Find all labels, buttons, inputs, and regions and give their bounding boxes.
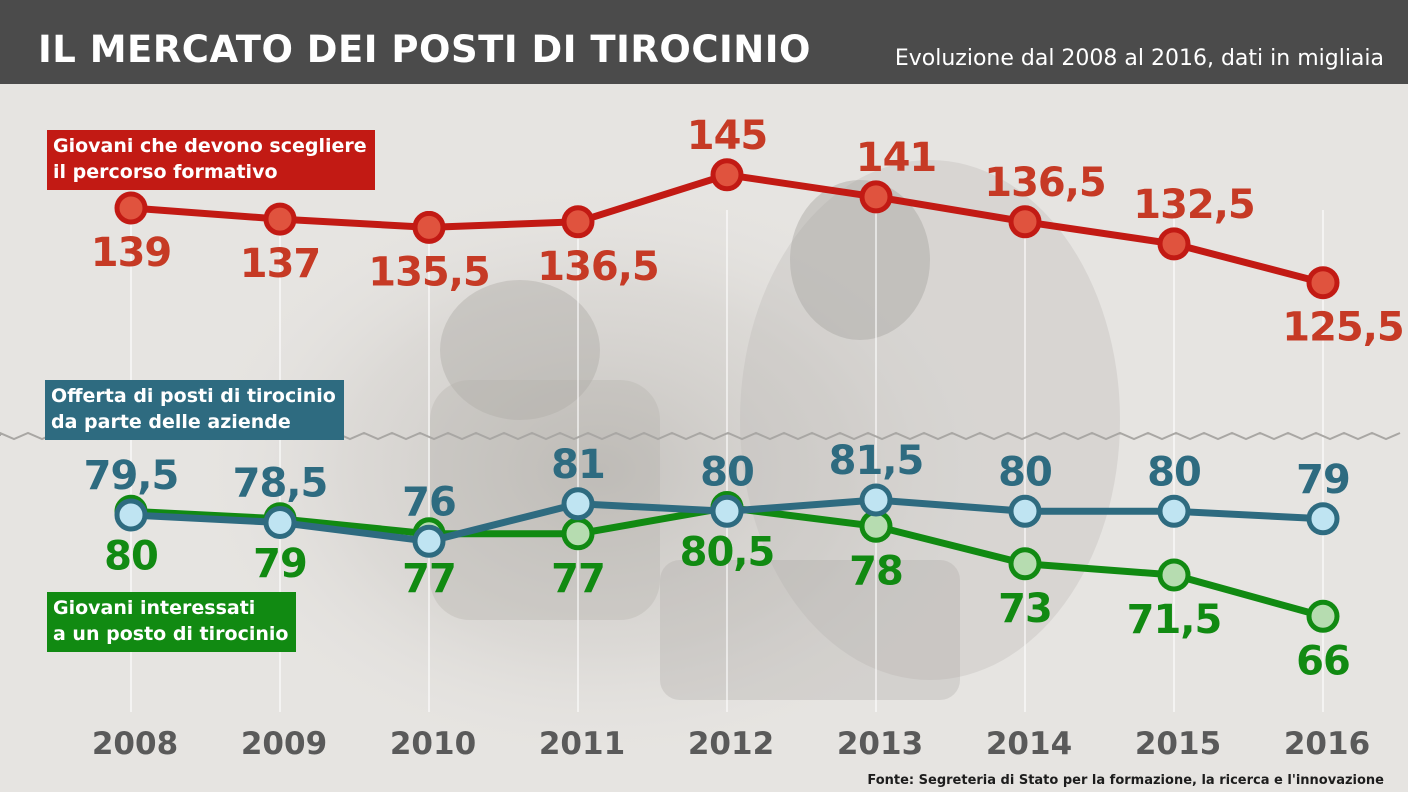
data-point-blue-2010 [412,524,446,558]
data-label-green-2009: 79 [253,541,307,587]
legend-line-2: il percorso formativo [53,161,278,183]
data-point-red-2012 [710,158,744,192]
x-tick-label-2009: 2009 [241,726,327,762]
data-point-blue-2014 [1008,494,1042,528]
legend-label-green-series: Giovani interessati a un posto di tiroci… [47,592,297,652]
data-point-blue-2009 [263,506,297,539]
legend-label-blue-series: Offerta di posti di tirocinio da parte d… [45,380,344,440]
x-tick-label-2014: 2014 [986,726,1072,762]
data-point-green-2015 [1157,558,1191,592]
data-label-green-2013: 78 [849,548,903,594]
data-point-red-2011 [561,205,595,239]
data-point-blue-2008 [114,498,148,532]
data-label-red-2010: 135,5 [368,249,490,295]
data-point-blue-2012 [710,494,744,528]
data-label-green-2015: 71,5 [1127,597,1222,643]
legend-line-1: Offerta di posti di tirocinio [51,385,336,407]
data-label-blue-2014: 80 [998,449,1052,495]
series-blue: 79,5 78,5 76 81 80 81,5 80 80 79 [84,438,1351,558]
page-title: IL MERCATO DEI POSTI DI TIROCINIO [38,28,811,71]
x-tick-label-2013: 2013 [837,726,923,762]
data-label-blue-2013: 81,5 [829,438,924,484]
data-label-blue-2011: 81 [551,442,605,488]
legend-line-1: Giovani interessati [53,597,256,619]
data-label-red-2009: 137 [240,241,321,287]
source-note: Fonte: Segreteria di Stato per la formaz… [867,773,1384,788]
data-label-green-2012: 80,5 [680,530,775,576]
data-point-blue-2015 [1157,494,1191,528]
data-label-green-2008: 80 [104,533,158,579]
legend-line-2: da parte delle aziende [51,411,291,433]
data-label-green-2014: 73 [998,586,1052,632]
data-point-green-2016 [1306,599,1340,633]
data-point-red-2009 [263,202,297,236]
x-tick-label-2011: 2011 [539,726,625,762]
data-point-red-2016 [1306,266,1340,300]
data-point-red-2014 [1008,205,1042,239]
data-label-blue-2016: 79 [1296,457,1350,503]
data-point-red-2015 [1157,227,1191,261]
x-tick-label-2010: 2010 [390,726,476,762]
data-label-blue-2010: 76 [402,479,456,525]
data-label-red-2013: 141 [856,135,937,181]
data-point-red-2013 [859,180,893,214]
data-label-green-2011: 77 [551,556,605,602]
data-label-blue-2012: 80 [700,449,754,495]
data-label-red-2012: 145 [687,113,768,159]
legend-label-red-series: Giovani che devono scegliere il percorso… [47,130,375,190]
header-bar: IL MERCATO DEI POSTI DI TIROCINIO Evoluz… [0,0,1408,84]
data-point-green-2011 [561,517,595,551]
data-point-blue-2011 [561,487,595,521]
x-tick-label-2015: 2015 [1135,726,1221,762]
data-label-blue-2015: 80 [1147,449,1201,495]
data-point-blue-2013 [859,483,893,517]
data-label-red-2011: 136,5 [537,244,659,290]
data-point-red-2008 [114,191,148,225]
data-label-red-2016: 125,5 [1282,305,1404,351]
x-tick-label-2008: 2008 [92,726,178,762]
x-tick-label-2012: 2012 [688,726,774,762]
x-tick-label-2016: 2016 [1284,726,1370,762]
data-label-green-2016: 66 [1296,638,1350,684]
data-point-green-2014 [1008,547,1042,581]
data-label-blue-2008: 79,5 [84,453,179,499]
legend-line-1: Giovani che devono scegliere [53,135,367,157]
data-label-red-2008: 139 [91,230,172,276]
data-label-red-2014: 136,5 [984,160,1106,206]
page-subtitle: Evoluzione dal 2008 al 2016, dati in mig… [894,46,1384,71]
data-label-green-2010: 77 [402,556,456,602]
data-label-blue-2009: 78,5 [233,461,328,507]
legend-line-2: a un posto di tirocinio [53,623,289,645]
series-red: 139 137 135,5 136,5 145 141 136,5 132,5 125,5 [91,113,1405,351]
data-label-red-2015: 132,5 [1133,182,1255,228]
data-point-red-2010 [412,210,446,244]
data-point-blue-2016 [1306,502,1340,536]
